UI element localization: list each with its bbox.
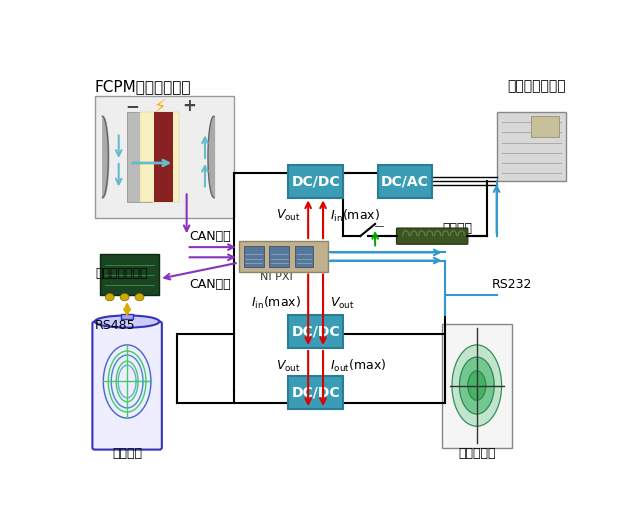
- FancyBboxPatch shape: [121, 314, 133, 319]
- FancyBboxPatch shape: [396, 228, 468, 244]
- FancyBboxPatch shape: [239, 241, 328, 271]
- Text: DC/DC: DC/DC: [291, 385, 340, 400]
- Text: NI PXI: NI PXI: [260, 271, 292, 281]
- FancyBboxPatch shape: [95, 96, 234, 218]
- Text: ⚡: ⚡: [153, 99, 166, 117]
- Text: $V_{\rm out}$: $V_{\rm out}$: [276, 359, 301, 374]
- FancyBboxPatch shape: [127, 112, 140, 202]
- FancyBboxPatch shape: [295, 246, 312, 268]
- FancyBboxPatch shape: [154, 112, 173, 202]
- Text: RS485: RS485: [95, 319, 135, 332]
- FancyBboxPatch shape: [442, 324, 511, 448]
- FancyBboxPatch shape: [92, 322, 162, 450]
- Text: 保护电阻: 保护电阻: [442, 222, 472, 234]
- Polygon shape: [452, 345, 502, 426]
- FancyBboxPatch shape: [244, 246, 264, 268]
- Polygon shape: [460, 357, 494, 414]
- FancyBboxPatch shape: [378, 165, 432, 197]
- Text: $I_{\rm in}{\rm (max)}$: $I_{\rm in}{\rm (max)}$: [330, 208, 380, 224]
- FancyBboxPatch shape: [140, 112, 179, 202]
- Text: CAN总线: CAN总线: [189, 230, 231, 243]
- Text: $I_{\rm in}{\rm (max)}$: $I_{\rm in}{\rm (max)}$: [251, 295, 301, 312]
- FancyBboxPatch shape: [100, 254, 159, 295]
- Text: DC/AC: DC/AC: [381, 174, 429, 188]
- Text: 三相可编程负载: 三相可编程负载: [507, 80, 566, 93]
- Text: 锂电池管理系统: 锂电池管理系统: [95, 267, 147, 280]
- Text: 超级电容组: 超级电容组: [458, 447, 495, 460]
- FancyBboxPatch shape: [497, 112, 566, 181]
- Circle shape: [120, 294, 129, 301]
- FancyBboxPatch shape: [531, 116, 559, 137]
- Circle shape: [135, 294, 144, 301]
- FancyBboxPatch shape: [269, 246, 289, 268]
- FancyBboxPatch shape: [288, 376, 343, 409]
- Text: +: +: [182, 97, 196, 115]
- Text: FCPM燃料电池模型: FCPM燃料电池模型: [95, 80, 191, 95]
- Text: 锂电池组: 锂电池组: [112, 447, 142, 460]
- Text: DC/DC: DC/DC: [291, 325, 340, 338]
- Ellipse shape: [95, 315, 159, 327]
- Text: DC/DC: DC/DC: [291, 174, 340, 188]
- Text: $V_{\rm out}$: $V_{\rm out}$: [276, 208, 301, 223]
- FancyBboxPatch shape: [288, 315, 343, 348]
- FancyBboxPatch shape: [288, 165, 343, 197]
- Text: $V_{\rm out}$: $V_{\rm out}$: [330, 296, 355, 311]
- Text: $I_{\rm out}{\rm (max)}$: $I_{\rm out}{\rm (max)}$: [330, 358, 387, 374]
- FancyBboxPatch shape: [140, 112, 152, 202]
- Text: RS232: RS232: [492, 278, 532, 291]
- Text: CAN总线: CAN总线: [189, 278, 231, 291]
- Polygon shape: [468, 371, 486, 400]
- Circle shape: [106, 294, 114, 301]
- Text: −: −: [125, 97, 139, 115]
